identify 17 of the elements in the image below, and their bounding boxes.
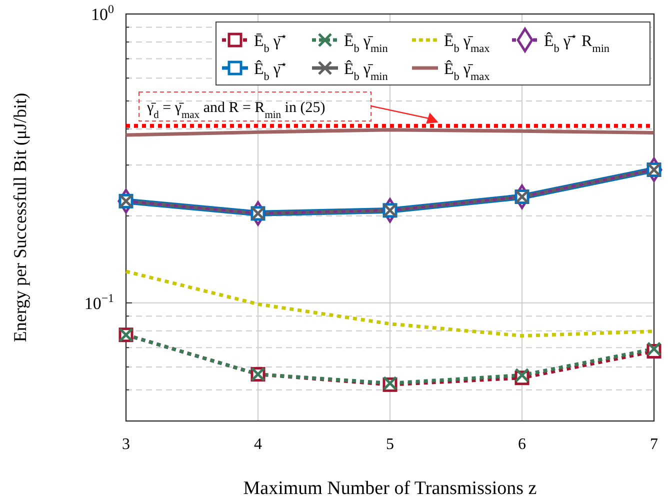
legend-label: Ê$_{b}$ γ̄$_{min}$ (344, 60, 388, 83)
x-tick-label: 6 (518, 436, 526, 453)
y-tick-label: 10$^{0}$ (91, 2, 114, 24)
y-axis-title: Energy per Successfull Bit (μJ/bit) (10, 92, 30, 342)
y-tick-label: 10$^{−1}$ (84, 290, 114, 313)
x-tick-label: 4 (254, 436, 262, 453)
x-tick-label: 5 (386, 436, 394, 453)
legend-label: Ê$_{b}$ γ̄$_{max}$ (444, 60, 490, 83)
legend-label: Ē$_{b}$ γ̄$^{⋆}$ (254, 31, 288, 55)
legend-label: Ê$_{b}$ γ̄$^{⋆}$ (254, 59, 288, 83)
legend-label: Ē$_{b}$ γ̄$_{max}$ (444, 33, 490, 55)
annotation: γ̄$_{d}$ = γ̄$_{max}$ and R = R$_{min}$ in (25) (146, 100, 326, 120)
legend-label: Ē$_{b}$ γ̄$_{min}$ (344, 33, 388, 55)
x-axis-title: Maximum Number of Transmissions z (243, 478, 537, 499)
x-tick-label: 3 (122, 436, 130, 453)
x-tick-label: 7 (650, 436, 658, 453)
legend-label: Ê$_{b}$ γ̄$^{⋆}$ R$_{min}$ (544, 31, 610, 55)
